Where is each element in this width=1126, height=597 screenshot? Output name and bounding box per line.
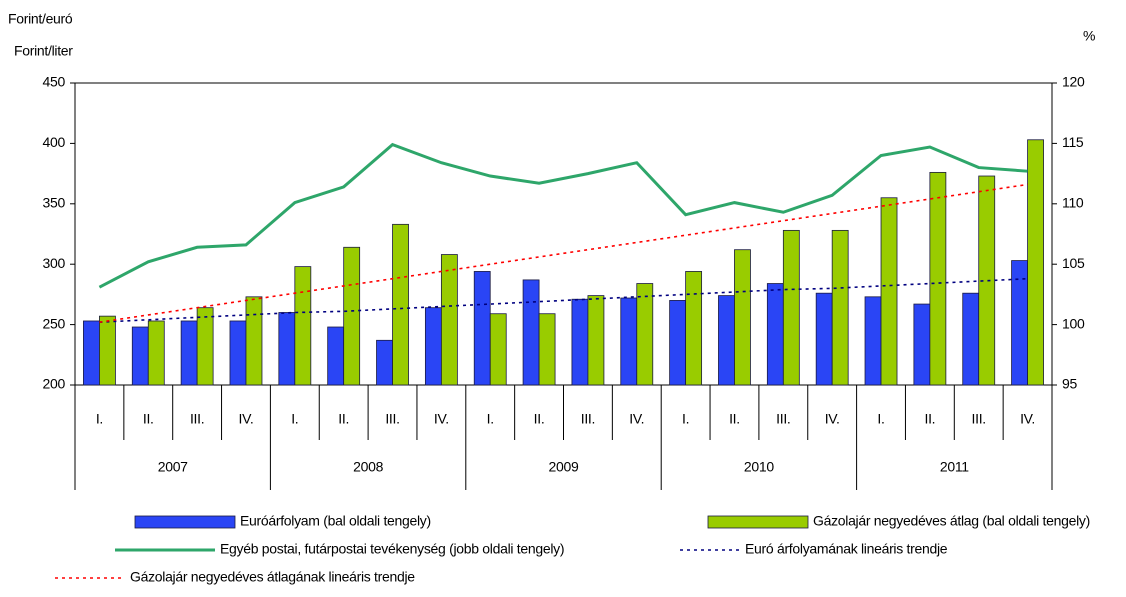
x-tick-label: III.: [972, 411, 986, 427]
bar: [782, 229, 800, 386]
bar: [880, 197, 898, 386]
y2-tick-label: 95: [1062, 376, 1077, 392]
y-tick-label: 350: [43, 195, 66, 211]
bar: [99, 315, 116, 386]
legend-label: Euróárfolyam (bal oldali tengely): [240, 513, 431, 529]
bar: [571, 298, 589, 386]
y-tick-label: 250: [43, 315, 66, 331]
bar: [815, 292, 833, 386]
x-tick-label: IV.: [434, 411, 449, 427]
bar: [424, 307, 442, 386]
bar: [392, 223, 409, 386]
x-tick-label: II.: [338, 411, 349, 427]
y2-tick-label: 105: [1062, 255, 1085, 271]
bar: [587, 295, 605, 386]
bar: [718, 295, 735, 386]
x-tick-label: IV.: [1020, 411, 1035, 427]
bar: [620, 297, 638, 386]
x-tick-label: III.: [776, 411, 790, 427]
bar: [83, 320, 100, 386]
y2-axis-label: %: [1083, 28, 1095, 44]
y-axis-label: Forint/liter: [14, 43, 73, 59]
y-axis-label: Forint/euró: [8, 11, 73, 27]
y2-tick-label: 100: [1062, 315, 1085, 331]
bar: [131, 326, 149, 386]
bar: [538, 313, 556, 386]
bar: [929, 171, 947, 386]
x-tick-label: II.: [729, 411, 740, 427]
bar: [180, 320, 198, 386]
y2-tick-label: 110: [1062, 195, 1084, 211]
x-group-label: 2007: [158, 459, 188, 475]
y-tick-label: 300: [43, 255, 66, 271]
bar: [473, 271, 491, 386]
bar: [278, 312, 296, 386]
bar: [522, 279, 540, 386]
bar: [685, 271, 703, 386]
x-tick-label: I.: [877, 411, 884, 427]
x-tick-label: I.: [96, 411, 103, 427]
bar: [440, 254, 458, 386]
legend-label: Egyéb postai, futárpostai tevékenység (j…: [220, 541, 564, 557]
bar: [294, 266, 312, 386]
bar: [229, 320, 247, 386]
x-tick-label: I.: [487, 411, 494, 427]
y-tick-label: 400: [43, 134, 66, 150]
x-tick-label: IV.: [629, 411, 644, 427]
bar: [636, 283, 654, 386]
legend-label: Euró árfolyamának lineáris trendje: [745, 541, 948, 557]
y-tick-label: 200: [43, 376, 66, 392]
y-tick-label: 450: [43, 74, 66, 90]
x-tick-label: IV.: [239, 411, 254, 427]
bar: [376, 339, 393, 386]
bar: [489, 313, 507, 386]
x-group-label: 2009: [549, 459, 579, 475]
legend-swatch: [134, 515, 236, 529]
bar: [913, 303, 931, 386]
x-tick-label: I.: [682, 411, 689, 427]
x-tick-label: III.: [385, 411, 399, 427]
x-tick-label: III.: [190, 411, 204, 427]
x-tick-label: IV.: [825, 411, 840, 427]
bar: [343, 246, 361, 386]
bar: [327, 326, 345, 386]
bar: [766, 283, 784, 386]
legend-swatch: [707, 515, 809, 529]
x-group-label: 2008: [353, 459, 383, 475]
bar: [1027, 139, 1044, 386]
bar: [864, 296, 882, 386]
bar: [962, 292, 980, 386]
bar: [669, 300, 687, 386]
bar: [831, 229, 849, 386]
x-tick-label: II.: [534, 411, 545, 427]
line: [98, 142, 1028, 289]
trend-line: [99, 277, 1028, 323]
x-tick-label: I.: [291, 411, 298, 427]
bar: [245, 296, 263, 386]
legend-label: Gázolajár negyedéves átlagának lineáris …: [130, 569, 415, 585]
bar: [196, 307, 214, 386]
bar: [147, 320, 165, 386]
x-tick-label: III.: [581, 411, 595, 427]
plot-frame: [74, 82, 1053, 386]
x-tick-label: II.: [143, 411, 154, 427]
y2-tick-label: 120: [1062, 74, 1085, 90]
trend-line: [99, 183, 1028, 323]
x-group-label: 2011: [940, 459, 969, 475]
bar: [734, 249, 751, 386]
y2-tick-label: 115: [1062, 134, 1084, 150]
x-tick-label: II.: [924, 411, 935, 427]
legend-label: Gázolajár negyedéves átlag (bal oldali t…: [813, 513, 1090, 529]
x-group-label: 2010: [744, 459, 774, 475]
